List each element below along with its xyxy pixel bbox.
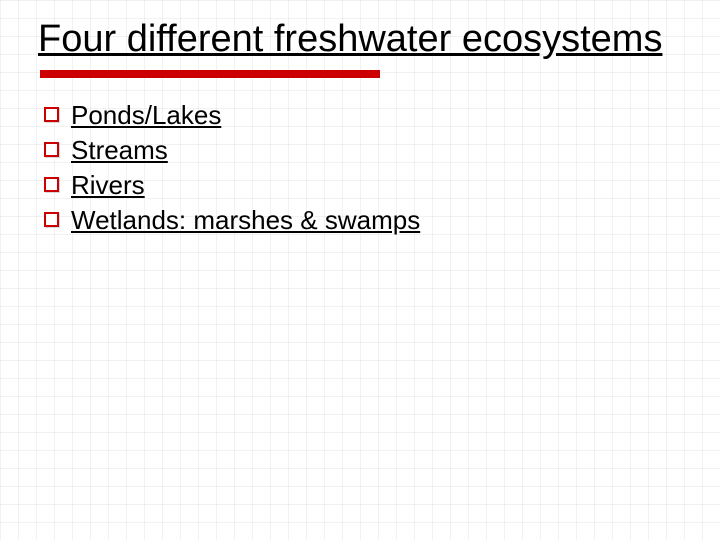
square-bullet-icon: [44, 107, 59, 122]
slide-title: Four different freshwater ecosystems: [38, 18, 682, 68]
list-item: Wetlands: marshes & swamps: [44, 205, 682, 236]
list-item: Rivers: [44, 170, 682, 201]
list-item-label: Streams: [71, 135, 168, 166]
title-rule: [40, 70, 380, 78]
list-item: Ponds/Lakes: [44, 100, 682, 131]
square-bullet-icon: [44, 177, 59, 192]
list-item-label: Ponds/Lakes: [71, 100, 221, 131]
list-item-label: Rivers: [71, 170, 145, 201]
list-item-label: Wetlands: marshes & swamps: [71, 205, 420, 236]
slide: Four different freshwater ecosystems Pon…: [0, 0, 720, 540]
item-list: Ponds/Lakes Streams Rivers Wetlands: mar…: [44, 100, 682, 236]
square-bullet-icon: [44, 212, 59, 227]
list-item: Streams: [44, 135, 682, 166]
square-bullet-icon: [44, 142, 59, 157]
